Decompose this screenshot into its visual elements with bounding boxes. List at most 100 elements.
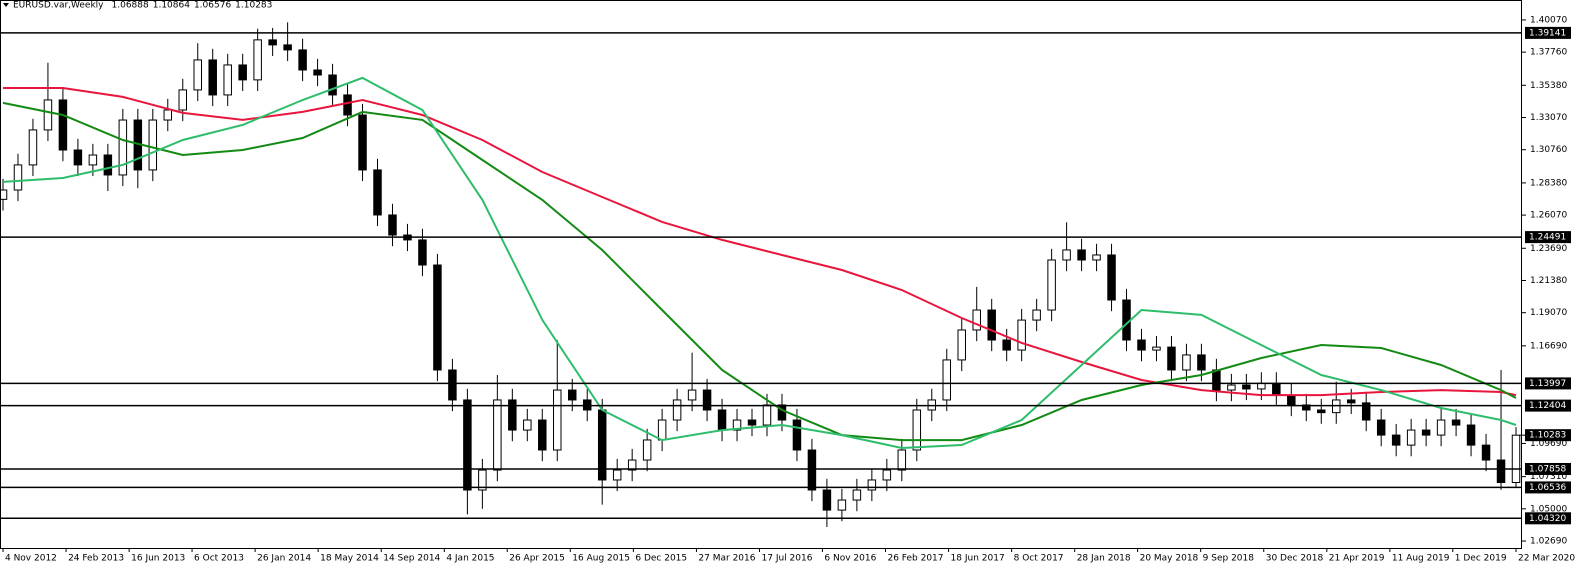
candle-body [1047,259,1056,311]
candle-body [418,239,427,266]
candle-body [73,149,83,166]
y-tick-label: 1.28380 [1530,178,1567,188]
candle-body [837,499,847,511]
candle-body [732,419,742,431]
x-tick-label: 16 Aug 2015 [572,554,630,564]
level-box [1525,231,1571,244]
candle-body [1376,419,1386,436]
candle-body [103,154,113,176]
x-tick-label: 20 May 2018 [1140,554,1199,564]
x-tick-label: 26 Feb 2017 [887,554,943,564]
plot-border [0,0,1522,549]
x-tick-label: 18 Jun 2017 [951,554,1005,564]
candle-body [148,119,158,171]
candle-body [1406,429,1416,446]
candle-body [313,69,322,76]
y-tick-label: 1.23690 [1530,244,1567,254]
x-tick-label: 4 Jan 2015 [446,554,494,564]
candle-body [1391,434,1401,446]
candle-body [972,309,981,331]
candle-body [747,419,757,426]
y-tick-label: 1.05000 [1530,504,1567,514]
candle-body [1287,394,1296,406]
x-tick-label: 6 Oct 2013 [194,554,244,564]
y-tick-label: 1.16690 [1530,341,1567,351]
header-value: 1.06888 [112,1,149,11]
candle-body [433,264,442,371]
candle-body [43,99,53,131]
x-tick-label: 14 Sep 2014 [383,554,440,564]
candle-body [1361,402,1371,421]
candle-body [792,419,802,451]
candle-body [1436,419,1446,436]
y-tick-label: 1.02690 [1530,537,1567,547]
candle-body [298,49,307,71]
candle-body [1062,249,1071,261]
candle-body [987,309,996,341]
candle-body [912,409,922,451]
candle-body [1272,382,1281,396]
y-tick-label: 1.33070 [1530,113,1567,123]
level-label: 1.06536 [1529,483,1566,493]
moving-average [2,76,1517,450]
candle-body [373,169,382,216]
header-value: 1.06576 [194,1,231,11]
moving-average [2,101,1517,442]
x-tick-label: 28 Jan 2018 [1077,554,1131,564]
candle-body [58,99,68,151]
candle-body [223,64,232,96]
candle-body [193,59,202,91]
candle-body [388,214,397,236]
candle-body [268,39,277,46]
candle-body [897,449,907,471]
candle-body [1077,249,1086,261]
x-tick-label: 9 Sep 2018 [1203,554,1255,564]
y-tick-label: 1.19070 [1530,308,1567,318]
y-tick-label: 1.07310 [1530,472,1567,482]
candle-body [1242,384,1251,390]
level-box [1525,462,1571,475]
x-tick-label: 18 May 2014 [320,554,379,564]
menu-arrow[interactable] [3,3,9,7]
candle-body [28,129,38,166]
x-tick-label: 30 Dec 2018 [1266,554,1324,564]
candle-body [343,94,352,116]
x-tick-label: 26 Jan 2014 [257,554,311,564]
y-tick-label: 1.37760 [1530,48,1567,58]
candle-body [1227,384,1236,391]
level-box [1525,399,1571,412]
candle-body [612,469,622,481]
x-tick-label: 4 Nov 2012 [5,554,57,564]
y-tick-label: 1.35380 [1530,81,1567,91]
x-tick-label: 8 Oct 2017 [1014,554,1064,564]
candle-body [478,469,487,491]
candle-body [1182,354,1191,371]
x-tick-label: 1 Dec 2019 [1455,554,1507,564]
candle-body [1032,309,1041,321]
candle-body [0,189,8,200]
candle-body [463,399,472,491]
candle-body [1212,369,1221,391]
candle-body [328,74,337,96]
candle-body [852,489,862,501]
level-box [1525,26,1571,39]
level-label: 1.07858 [1529,464,1566,474]
candle-body [1197,354,1206,371]
header-value: 1.10283 [235,1,272,11]
level-label: 1.04320 [1529,514,1566,524]
candle-body [118,119,128,176]
candle-body [822,489,832,511]
y-tick-label: 1.30760 [1530,145,1567,155]
candle-body [627,459,637,471]
candle-body [717,409,727,431]
level-label: 1.13997 [1529,379,1566,389]
candle-body [13,164,23,191]
candle-body [178,89,188,111]
plot-area [0,22,1522,527]
candle-body [1152,346,1161,351]
candle-body [553,389,562,451]
candle-body [358,114,367,171]
